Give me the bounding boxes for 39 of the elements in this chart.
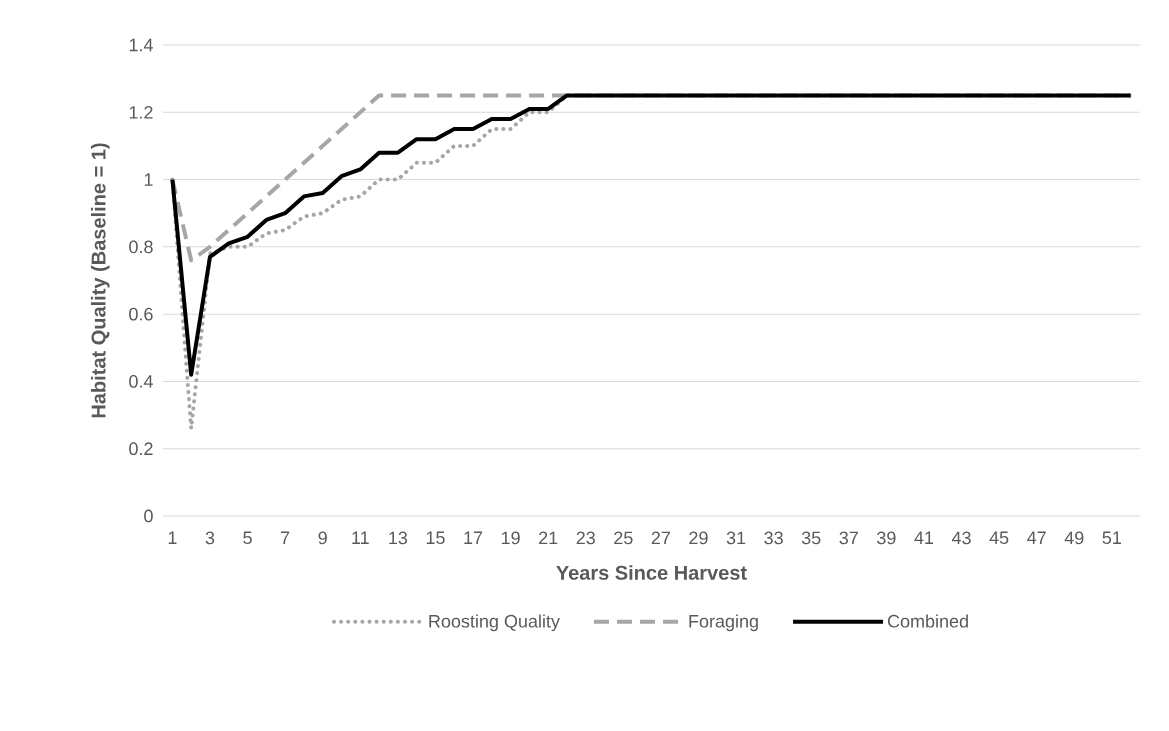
- y-tick-label: 0.6: [129, 307, 153, 321]
- x-tick-label: 7: [281, 531, 290, 544]
- x-tick-label: 11: [352, 531, 369, 544]
- x-tick-label: 33: [764, 531, 783, 545]
- x-tick-label: 19: [501, 531, 520, 545]
- x-tick-label: 1: [168, 531, 177, 544]
- x-tick-label: 35: [801, 531, 821, 545]
- x-tick-label: 41: [914, 531, 934, 544]
- y-tick-label: 0.4: [129, 375, 153, 388]
- x-tick-label: 27: [651, 531, 671, 545]
- x-tick-label: 21: [539, 531, 558, 545]
- y-tick-label: 1.2: [129, 105, 153, 119]
- legend-label: Foraging: [689, 614, 758, 632]
- x-tick-label: 49: [1064, 531, 1084, 545]
- x-tick-label: 17: [464, 531, 483, 544]
- x-tick-label: 51: [1102, 531, 1121, 545]
- y-tick-label: 0: [144, 509, 153, 523]
- x-tick-label: 13: [389, 531, 408, 545]
- x-tick-label: 3: [205, 531, 215, 545]
- y-tick-label: 1: [144, 173, 153, 186]
- x-tick-label: 25: [614, 531, 633, 545]
- x-tick-label: 39: [877, 531, 896, 545]
- x-tick-label: 47: [1027, 531, 1046, 544]
- x-tick-label: 31: [726, 531, 746, 545]
- x-tick-label: 23: [576, 531, 595, 545]
- legend-label: Combined: [887, 614, 968, 628]
- y-tick-label: 0.8: [129, 240, 153, 254]
- y-tick-label: 1.4: [129, 38, 153, 52]
- x-tick-label: 9: [318, 531, 327, 545]
- x-tick-label: 5: [243, 531, 252, 545]
- x-tick-label: 45: [989, 531, 1009, 545]
- x-tick-label: 37: [839, 531, 858, 545]
- x-tick-label: 43: [951, 531, 971, 545]
- x-tick-label: 15: [426, 531, 445, 545]
- x-tick-label: 29: [689, 531, 708, 545]
- y-tick-label: 0.2: [129, 442, 153, 456]
- legend-label: Roosting Quality: [429, 614, 560, 632]
- x-axis-title: Years Since Harvest: [556, 565, 747, 580]
- y-axis-title: Habitat Quality (Baseline = 1): [90, 143, 110, 418]
